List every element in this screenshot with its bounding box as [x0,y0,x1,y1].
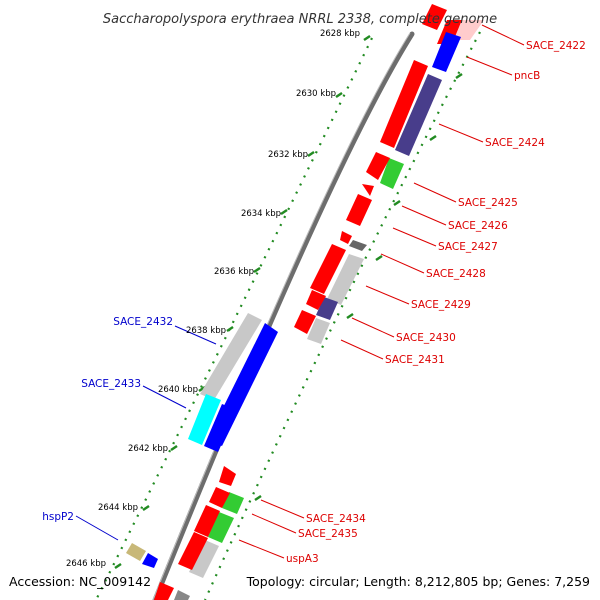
gene-label[interactable]: SACE_2424 [485,137,545,149]
gene-label[interactable]: uspA3 [286,553,319,565]
gene-red-14[interactable] [154,582,174,600]
gene-red-4[interactable] [362,184,374,196]
kbp-label: 2628 kbp [320,29,360,39]
gene-red-3[interactable] [366,152,390,180]
right-gene-labels: SACE_2422 pncB SACE_2424 SACE_2425 SACE_… [286,40,586,565]
genome-backbone-highlight [152,32,411,600]
inner-dotted-axis [95,37,373,600]
inner-gene-track [126,4,447,600]
kbp-label-group: 2628 kbp 2630 kbp 2632 kbp 2634 kbp 2636… [66,29,360,569]
gene-gray-bottom[interactable] [174,590,190,600]
gene-uspa3[interactable] [189,540,219,578]
gene-red-6[interactable] [340,231,352,244]
gene-red-8[interactable] [306,290,326,310]
accession-text: Accession: NC_009142 [9,574,151,589]
gene-label[interactable]: SACE_2435 [298,528,358,540]
kbp-label: 2634 kbp [241,209,281,219]
right-label-connectors [238,24,525,559]
kbp-label: 2636 kbp [214,267,254,277]
outer-gene-track [189,20,484,578]
kbp-label: 2630 kbp [296,89,336,99]
gene-sace-2422-fade [454,20,484,40]
gene-red-13[interactable] [178,532,208,570]
gene-red-12[interactable] [194,505,220,537]
kbp-label: 2644 kbp [98,503,138,513]
gene-sace-2435[interactable] [208,512,234,543]
gene-gray-left[interactable] [200,313,262,400]
gene-sace-2422[interactable] [437,20,462,44]
gene-khaki[interactable] [126,543,146,561]
gene-red-5[interactable] [346,194,372,226]
gene-sace-2425[interactable] [380,158,404,189]
gene-sace-2433[interactable] [204,404,237,452]
gene-label[interactable]: SACE_2432 [113,316,173,328]
gene-red-10[interactable] [219,466,236,486]
gene-sace-2428[interactable] [349,240,367,251]
kbp-label: 2642 kbp [128,444,168,454]
gene-red-7[interactable] [310,244,346,294]
gene-label[interactable]: SACE_2425 [458,197,518,209]
kbp-label: 2638 kbp [186,326,226,336]
gene-label[interactable]: pncB [514,70,540,82]
tick-marks [114,34,463,570]
topology-text: Topology: circular; Length: 8,212,805 bp… [246,574,590,589]
gene-label[interactable]: SACE_2426 [448,220,508,232]
gene-label[interactable]: SACE_2430 [396,332,456,344]
gene-red-2[interactable] [380,60,428,148]
kbp-label: 2646 kbp [66,559,106,569]
gene-pncb[interactable] [432,32,461,72]
gene-cyan[interactable] [188,394,221,445]
gene-label[interactable]: SACE_2433 [81,378,141,390]
kbp-label: 2640 kbp [158,385,198,395]
kbp-label: 2632 kbp [268,150,308,160]
gene-sace-2424[interactable] [395,74,442,156]
gene-label[interactable]: SACE_2429 [411,299,471,311]
gene-red-1[interactable] [422,4,447,30]
gene-label[interactable]: hspP2 [42,511,74,523]
gene-sace-2431[interactable] [307,318,330,344]
gene-label[interactable]: SACE_2422 [526,40,586,52]
gene-label[interactable]: SACE_2427 [438,241,498,253]
gene-label[interactable]: SACE_2428 [426,268,486,280]
gene-sace-2429[interactable] [327,254,364,305]
gene-red-9[interactable] [294,310,316,334]
map-title: Saccharopolyspora erythraea NRRL 2338, c… [103,12,497,27]
left-label-connectors [75,325,217,541]
gene-red-11[interactable] [209,487,230,508]
left-gene-labels: SACE_2432 SACE_2433 hspP2 [42,316,173,523]
gene-label[interactable]: SACE_2434 [306,513,366,525]
genome-backbone [152,31,415,600]
gene-label[interactable]: SACE_2431 [385,354,445,366]
gene-blue-small[interactable] [142,553,158,568]
